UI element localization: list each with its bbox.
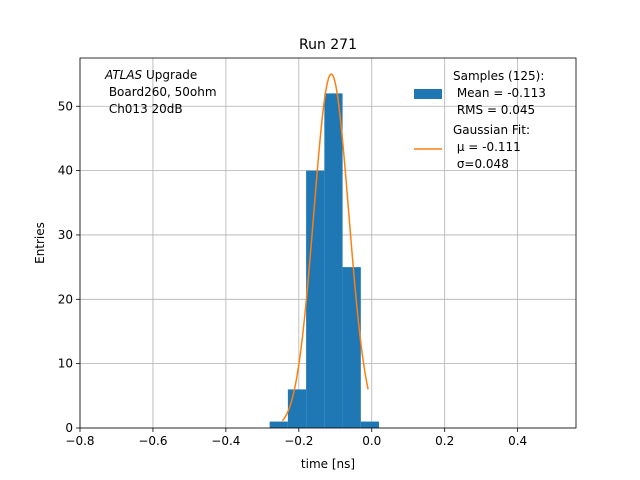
x-tick-label-2: −0.4 — [211, 434, 240, 448]
x-tick-label-1: −0.6 — [138, 434, 167, 448]
y-tick-label-3: 30 — [58, 228, 73, 242]
gaussian-fit-curve — [281, 73, 369, 422]
atlas-annotation: ATLAS Upgrade Board260, 50ohm Ch013 20dB — [104, 68, 217, 116]
y-tick-label-0: 0 — [65, 421, 73, 435]
legend: Samples (125): Mean = -0.113 RMS = 0.045… — [414, 69, 546, 171]
histogram-bar-0 — [269, 421, 288, 428]
x-tick-label-3: −0.2 — [284, 434, 313, 448]
annotation-line-3: Ch013 20dB — [105, 102, 183, 116]
legend-samples-line-2: Mean = -0.113 — [453, 86, 546, 100]
x-axis-label: time [ns] — [301, 457, 355, 471]
annotation-atlas-italic: ATLAS — [104, 68, 143, 82]
y-tick-label-4: 40 — [58, 164, 73, 178]
histogram-bar-1 — [287, 389, 307, 428]
chart-title: Run 271 — [299, 37, 357, 53]
annotation-upgrade: Upgrade — [142, 68, 197, 82]
x-tick-label-6: 0.4 — [508, 434, 527, 448]
histogram-bar-5 — [360, 421, 380, 428]
histogram-bar-4 — [342, 267, 361, 428]
legend-samples-line-1: Samples (125): — [453, 69, 544, 83]
x-tick-label-5: 0.2 — [435, 434, 454, 448]
x-tick-label-0: −0.8 — [65, 434, 94, 448]
legend-fit-line-3: σ=0.048 — [453, 157, 509, 171]
histogram-bar-2 — [306, 170, 325, 428]
legend-fit-line-2: μ = -0.111 — [453, 140, 521, 154]
annotation-line-1: ATLAS Upgrade — [104, 68, 197, 82]
plot-frame — [79, 57, 577, 429]
y-tick-label-1: 10 — [58, 357, 73, 371]
legend-swatch-samples — [414, 89, 442, 99]
histogram-bar-3 — [324, 93, 343, 429]
y-tick-label-2: 20 — [58, 292, 73, 306]
y-axis: 0 10 20 30 40 50 — [58, 99, 80, 435]
legend-fit-line-1: Gaussian Fit: — [453, 123, 530, 137]
histogram-bars — [269, 93, 380, 429]
y-axis-label: Entries — [33, 222, 47, 264]
y-tick-label-5: 50 — [58, 99, 73, 113]
x-tick-label-4: 0.0 — [362, 434, 381, 448]
legend-samples-line-3: RMS = 0.045 — [453, 103, 535, 117]
x-axis: −0.8 −0.6 −0.4 −0.2 0.0 0.2 0.4 — [65, 428, 527, 448]
annotation-line-2: Board260, 50ohm — [105, 85, 217, 99]
